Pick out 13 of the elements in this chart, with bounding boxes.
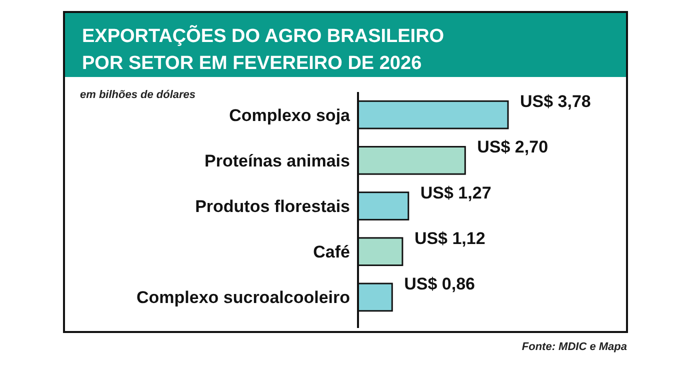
y-tick-label: Complexo sucroalcooleiro [136,288,350,308]
text: em bilhões de dólares [80,89,196,101]
data-label: US$ 0,86 [404,274,476,294]
data-label: US$ 1,27 [420,183,492,202]
data-label: US$ 3,78 [520,92,591,112]
chart-title: EXPORTAÇÕES DO AGRO BRASILEIRO POR SETOR EM FEVEREIRO DE 2026 [82,25,444,74]
y-tick-label: Produtos florestais [195,197,350,216]
y-tick-label: Proteínas animais [204,151,350,170]
source-note: Fonte: MDIC e Mapa [522,341,627,353]
data-label: US$ 1,12 [414,228,486,248]
y-tick-label: Café [313,242,350,262]
data-label: US$ 2,70 [477,138,548,157]
y-tick-label: Complexo soja [229,106,351,125]
